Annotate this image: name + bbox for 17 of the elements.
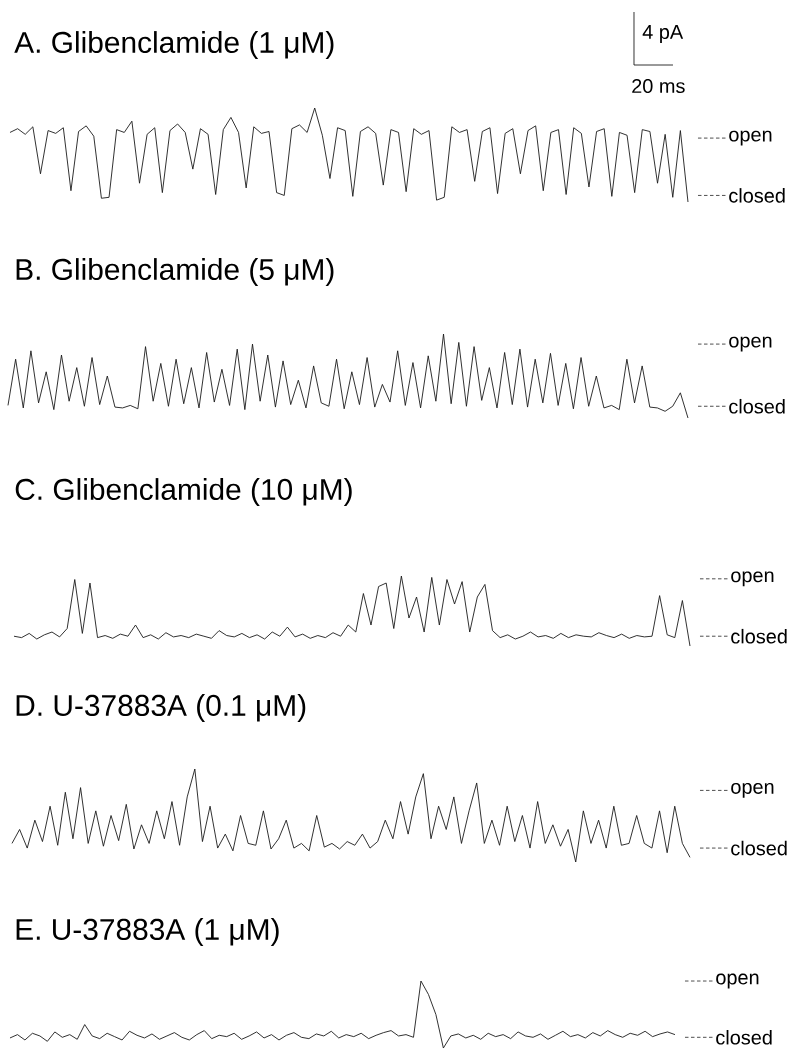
ref-line-label: closed xyxy=(729,188,785,203)
text: 4 pA xyxy=(642,25,684,43)
chart-title: B. Glibenclamide (5 μM) xyxy=(16,258,334,286)
ref-line-label: open xyxy=(729,130,772,146)
ref-line-label: open xyxy=(731,571,774,587)
ref-line-label: open xyxy=(729,336,772,352)
ref-line-label: closed xyxy=(731,628,787,644)
chart-title: A. Glibenclamide (1 μM) xyxy=(14,31,334,59)
ref-line-label: closed xyxy=(729,398,785,414)
ref-line-label: open xyxy=(731,782,774,798)
chart-title: D. U-37883A (0.1 μM) xyxy=(16,694,306,722)
ref-line-label: open xyxy=(716,973,759,989)
ref-line-label: closed xyxy=(731,840,787,856)
text: 20 ms xyxy=(632,78,685,94)
chart-title: C. Glibenclamide (10 μM) xyxy=(15,478,352,506)
ref-line-label: closed xyxy=(716,1029,772,1045)
chart-title: E. U-37883A (1 μM) xyxy=(16,918,279,946)
